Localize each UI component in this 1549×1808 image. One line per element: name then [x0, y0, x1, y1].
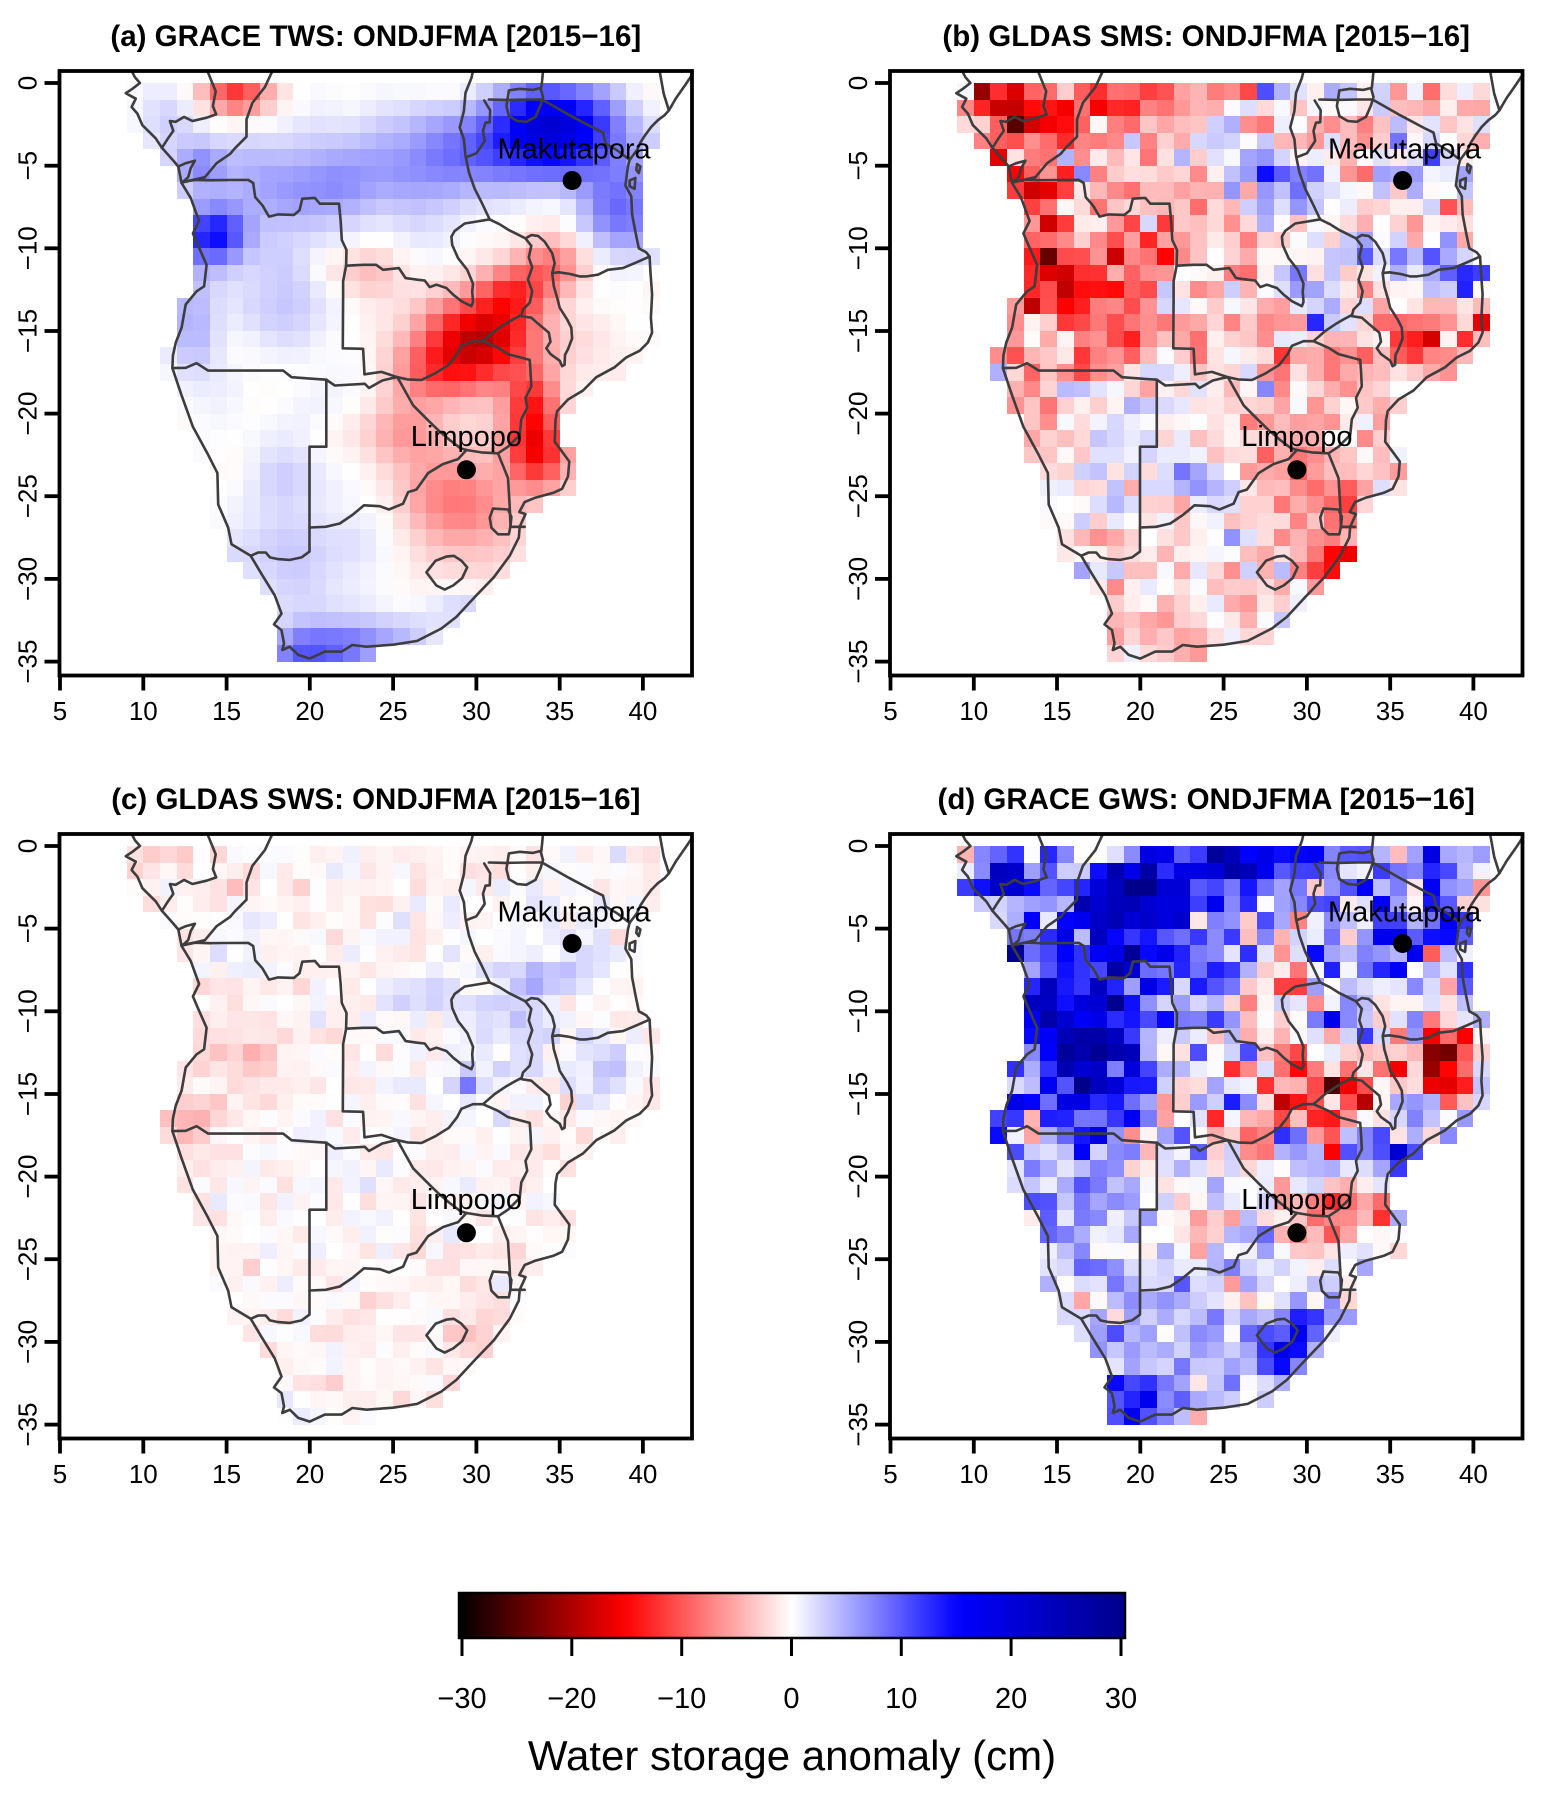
svg-text:Limpopo: Limpopo: [411, 421, 522, 453]
svg-text:10: 10: [129, 1459, 158, 1489]
svg-text:−20: −20: [843, 392, 873, 436]
svg-text:Makutapora: Makutapora: [498, 134, 652, 166]
svg-text:35: 35: [1376, 1459, 1405, 1489]
svg-text:−20: −20: [13, 392, 43, 436]
svg-text:5: 5: [883, 1459, 897, 1489]
svg-text:(a) GRACE TWS: ONDJFMA [2015−1: (a) GRACE TWS: ONDJFMA [2015−16]: [110, 20, 641, 53]
svg-text:5: 5: [53, 1459, 67, 1489]
svg-text:−5: −5: [843, 914, 873, 944]
svg-text:35: 35: [545, 696, 574, 726]
svg-text:Makutapora: Makutapora: [1328, 897, 1482, 929]
svg-text:30: 30: [462, 696, 491, 726]
svg-text:5: 5: [53, 696, 67, 726]
svg-text:−5: −5: [13, 914, 43, 944]
svg-text:−25: −25: [843, 1237, 873, 1281]
svg-text:40: 40: [628, 696, 657, 726]
svg-text:35: 35: [545, 1459, 574, 1489]
svg-text:−15: −15: [13, 1072, 43, 1116]
svg-text:−25: −25: [843, 474, 873, 518]
svg-text:−35: −35: [13, 1403, 43, 1447]
svg-text:15: 15: [1043, 696, 1072, 726]
svg-text:−20: −20: [13, 1155, 43, 1199]
svg-text:−30: −30: [843, 1320, 873, 1364]
svg-text:Makutapora: Makutapora: [498, 897, 652, 929]
svg-text:(b) GLDAS SMS: ONDJFMA [2015−1: (b) GLDAS SMS: ONDJFMA [2015−16]: [942, 20, 1470, 53]
svg-text:−15: −15: [843, 1072, 873, 1116]
svg-text:25: 25: [1209, 696, 1238, 726]
svg-text:(d) GRACE GWS: ONDJFMA [2015−1: (d) GRACE GWS: ONDJFMA [2015−16]: [938, 783, 1475, 816]
svg-text:−15: −15: [13, 309, 43, 353]
svg-text:−10: −10: [843, 989, 873, 1033]
svg-text:0: 0: [843, 839, 873, 853]
svg-text:0: 0: [13, 839, 43, 853]
svg-text:15: 15: [212, 696, 241, 726]
svg-text:Water storage anomaly (cm): Water storage anomaly (cm): [528, 1732, 1056, 1779]
svg-text:−20: −20: [547, 1683, 596, 1715]
svg-text:25: 25: [1209, 1459, 1238, 1489]
svg-text:30: 30: [1292, 1459, 1321, 1489]
svg-text:0: 0: [783, 1683, 799, 1715]
svg-text:Limpopo: Limpopo: [1241, 1184, 1352, 1216]
svg-text:Limpopo: Limpopo: [411, 1184, 522, 1216]
svg-text:15: 15: [212, 1459, 241, 1489]
svg-text:−30: −30: [13, 557, 43, 601]
svg-text:−30: −30: [13, 1320, 43, 1364]
svg-text:40: 40: [1459, 696, 1488, 726]
svg-text:−30: −30: [843, 557, 873, 601]
svg-text:−10: −10: [13, 226, 43, 270]
svg-text:−5: −5: [843, 151, 873, 181]
svg-text:10: 10: [129, 696, 158, 726]
svg-text:25: 25: [379, 1459, 408, 1489]
svg-text:(c) GLDAS SWS: ONDJFMA [2015−1: (c) GLDAS SWS: ONDJFMA [2015−16]: [111, 783, 640, 816]
svg-text:30: 30: [1105, 1683, 1137, 1715]
svg-text:20: 20: [1126, 1459, 1155, 1489]
svg-text:0: 0: [843, 76, 873, 90]
svg-text:−5: −5: [13, 151, 43, 181]
svg-text:40: 40: [1459, 1459, 1488, 1489]
svg-text:Makutapora: Makutapora: [1328, 134, 1482, 166]
svg-text:−25: −25: [13, 474, 43, 518]
svg-text:Limpopo: Limpopo: [1241, 421, 1352, 453]
svg-text:20: 20: [295, 1459, 324, 1489]
svg-text:0: 0: [13, 76, 43, 90]
svg-text:−25: −25: [13, 1237, 43, 1281]
svg-text:−15: −15: [843, 309, 873, 353]
svg-text:20: 20: [1126, 696, 1155, 726]
svg-text:15: 15: [1043, 1459, 1072, 1489]
svg-text:−10: −10: [657, 1683, 706, 1715]
svg-text:−35: −35: [843, 1403, 873, 1447]
svg-text:−30: −30: [437, 1683, 486, 1715]
svg-text:10: 10: [885, 1683, 917, 1715]
svg-text:−10: −10: [843, 226, 873, 270]
svg-text:10: 10: [959, 696, 988, 726]
svg-text:−10: −10: [13, 989, 43, 1033]
svg-text:30: 30: [1292, 696, 1321, 726]
svg-text:−35: −35: [13, 640, 43, 684]
svg-text:5: 5: [883, 696, 897, 726]
svg-text:35: 35: [1376, 696, 1405, 726]
svg-text:−35: −35: [843, 640, 873, 684]
svg-text:10: 10: [959, 1459, 988, 1489]
svg-text:20: 20: [295, 696, 324, 726]
svg-text:−20: −20: [843, 1155, 873, 1199]
svg-text:25: 25: [379, 696, 408, 726]
svg-text:40: 40: [628, 1459, 657, 1489]
svg-text:20: 20: [995, 1683, 1027, 1715]
svg-text:30: 30: [462, 1459, 491, 1489]
